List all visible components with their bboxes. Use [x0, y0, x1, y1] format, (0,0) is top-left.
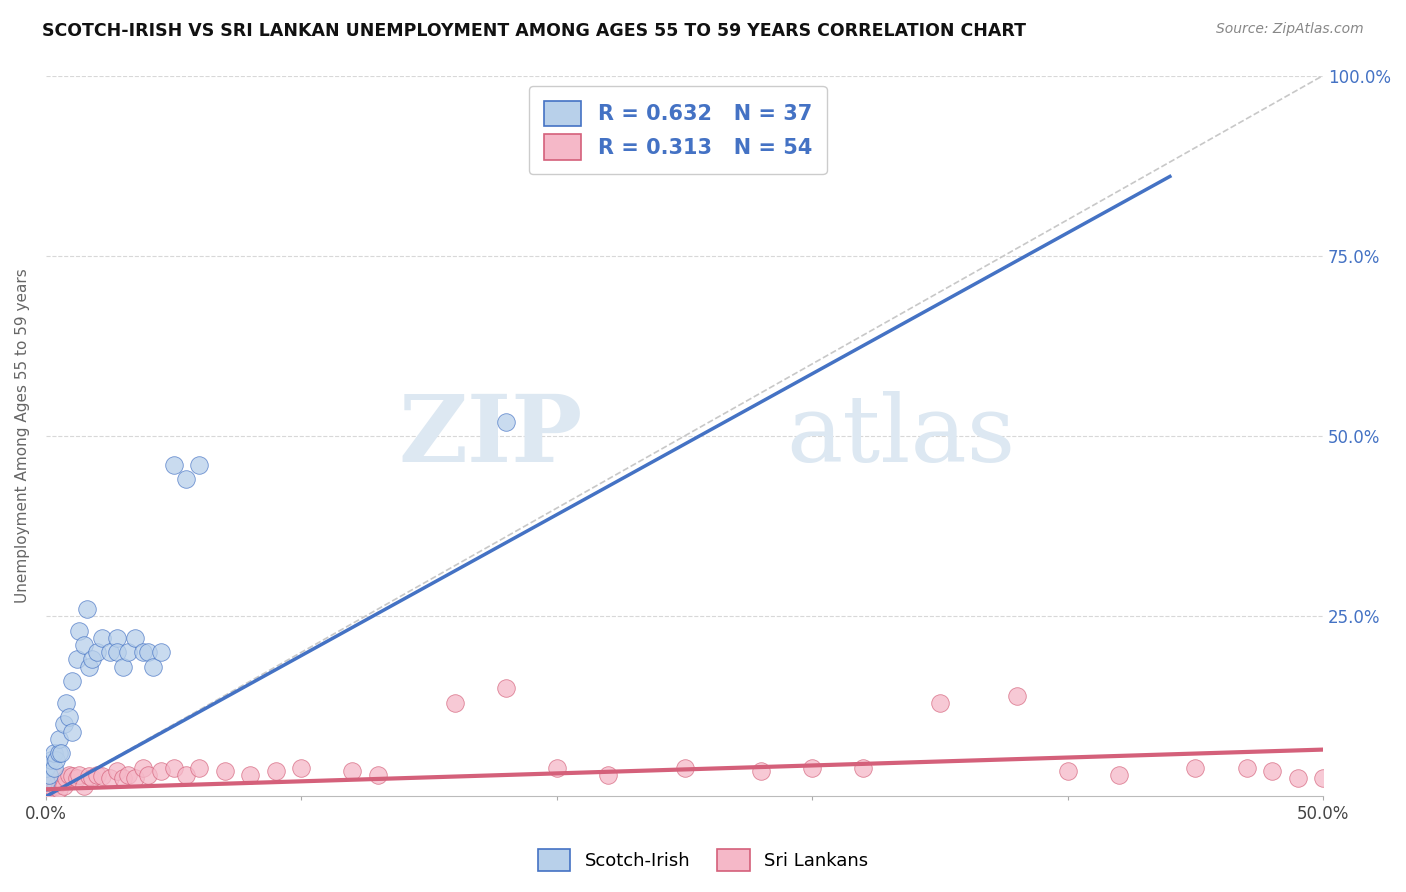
Point	[111, 659, 134, 673]
Point	[60, 769, 83, 783]
Point	[239, 768, 262, 782]
Point	[76, 602, 98, 616]
Point	[163, 761, 186, 775]
Point	[38, 768, 60, 782]
Point	[52, 779, 75, 793]
Point	[73, 638, 96, 652]
Point	[42, 775, 65, 789]
Point	[48, 772, 70, 786]
Point	[65, 772, 87, 786]
Point	[39, 753, 62, 767]
Point	[48, 746, 70, 760]
Point	[149, 645, 172, 659]
Point	[35, 782, 58, 797]
Point	[495, 415, 517, 429]
Point	[264, 764, 287, 779]
Point	[132, 761, 155, 775]
Point	[1312, 772, 1334, 786]
Point	[67, 768, 90, 782]
Point	[39, 779, 62, 793]
Point	[38, 782, 60, 797]
Point	[136, 768, 159, 782]
Point	[51, 746, 73, 760]
Point	[98, 645, 121, 659]
Point	[52, 717, 75, 731]
Point	[42, 746, 65, 760]
Point	[107, 645, 129, 659]
Point	[45, 779, 67, 793]
Point	[58, 768, 80, 782]
Point	[79, 659, 101, 673]
Point	[48, 731, 70, 746]
Point	[91, 769, 114, 783]
Point	[48, 782, 70, 797]
Point	[142, 659, 165, 673]
Point	[929, 696, 952, 710]
Point	[749, 764, 772, 779]
Legend: R = 0.632   N = 37, R = 0.313   N = 54: R = 0.632 N = 37, R = 0.313 N = 54	[529, 86, 827, 174]
Point	[58, 710, 80, 724]
Point	[596, 768, 619, 782]
Point	[132, 645, 155, 659]
Point	[60, 724, 83, 739]
Text: SCOTCH-IRISH VS SRI LANKAN UNEMPLOYMENT AMONG AGES 55 TO 59 YEARS CORRELATION CH: SCOTCH-IRISH VS SRI LANKAN UNEMPLOYMENT …	[42, 22, 1026, 40]
Point	[86, 768, 108, 782]
Point	[35, 775, 58, 789]
Point	[342, 764, 364, 779]
Point	[188, 458, 211, 472]
Text: atlas: atlas	[787, 391, 1017, 481]
Point	[86, 645, 108, 659]
Point	[673, 761, 696, 775]
Point	[546, 761, 568, 775]
Point	[80, 652, 103, 666]
Point	[852, 761, 875, 775]
Legend: Scotch-Irish, Sri Lankans: Scotch-Irish, Sri Lankans	[530, 842, 876, 879]
Point	[73, 779, 96, 793]
Point	[51, 775, 73, 789]
Y-axis label: Unemployment Among Ages 55 to 59 years: Unemployment Among Ages 55 to 59 years	[15, 268, 30, 603]
Point	[42, 761, 65, 775]
Point	[55, 696, 77, 710]
Point	[55, 772, 77, 786]
Point	[1286, 772, 1309, 786]
Point	[117, 645, 139, 659]
Point	[188, 761, 211, 775]
Point	[801, 761, 824, 775]
Point	[80, 772, 103, 786]
Point	[79, 769, 101, 783]
Point	[111, 772, 134, 786]
Point	[91, 631, 114, 645]
Text: ZIP: ZIP	[398, 391, 582, 481]
Point	[214, 764, 236, 779]
Point	[176, 472, 198, 486]
Point	[495, 681, 517, 696]
Point	[136, 645, 159, 659]
Point	[67, 624, 90, 638]
Point	[124, 772, 146, 786]
Point	[1261, 764, 1284, 779]
Point	[1108, 768, 1130, 782]
Point	[124, 631, 146, 645]
Point	[290, 761, 312, 775]
Point	[1056, 764, 1078, 779]
Point	[65, 652, 87, 666]
Point	[107, 631, 129, 645]
Point	[107, 764, 129, 779]
Point	[176, 768, 198, 782]
Point	[1236, 761, 1258, 775]
Point	[35, 775, 58, 789]
Point	[117, 768, 139, 782]
Point	[45, 753, 67, 767]
Point	[98, 772, 121, 786]
Text: Source: ZipAtlas.com: Source: ZipAtlas.com	[1216, 22, 1364, 37]
Point	[1184, 761, 1206, 775]
Point	[443, 696, 465, 710]
Point	[149, 764, 172, 779]
Point	[60, 674, 83, 689]
Point	[35, 761, 58, 775]
Point	[1005, 689, 1028, 703]
Point	[163, 458, 186, 472]
Point	[367, 768, 389, 782]
